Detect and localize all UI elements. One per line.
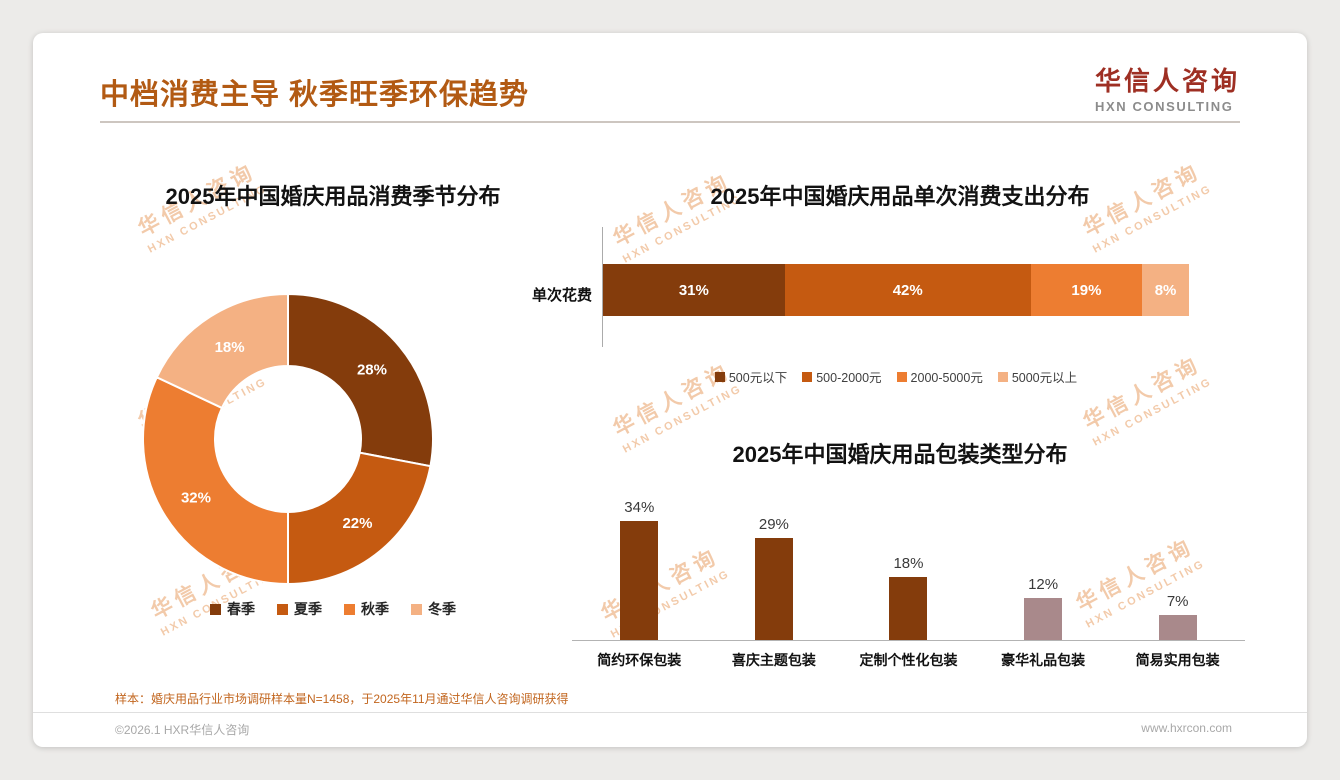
bar-category-label: 定制个性化包装 [859,652,958,668]
legend-marker [896,371,907,382]
bar-喜庆主题包装 [754,538,793,640]
legend-marker [802,371,813,382]
page-title: 中档消费主导 秋季旺季环保趋势 [100,79,530,111]
stacked-segment-500-2000元: 42% [784,264,1031,316]
brand-logo: 华信人咨询 HXN CONSULTING [1095,61,1240,114]
spend-legend: 500元以下 500-2000元 2000-5000元 5000元以上 [573,367,1219,386]
stacked-segment-value: 42% [892,281,923,299]
legend-label: 2000-5000元 [910,371,983,385]
legend-item: 2000-5000元 [896,367,983,386]
legend-label: 500元以下 [728,371,788,385]
bar-category-label: 简易实用包装 [1135,652,1220,668]
stacked-segment-2000-5000元: 19% [1030,264,1143,316]
header-divider [100,121,1240,123]
packaging-chart-title: 2025年中国婚庆用品包装类型分布 [732,442,1068,467]
donut-segment-value: 28% [357,362,387,379]
packaging-bars-chart: 34% 29% 18% 12% 7% [572,488,1245,640]
donut-segment-value: 22% [342,515,372,532]
spend-chart-title: 2025年中国婚庆用品单次消费支出分布 [710,184,1090,209]
donut-segment-秋季 [142,375,289,586]
legend-item: 5000元以上 [997,367,1078,386]
legend-item: 冬季 [411,599,456,619]
bar-column: 7% [1110,593,1245,640]
season-donut-chart: 28% 22% 32% 18% [142,292,434,586]
stacked-segment-5000元以上: 8% [1142,264,1189,316]
legend-label: 500-2000元 [816,371,882,385]
legend-item: 春季 [210,599,255,619]
bar-category-label: 简约环保包装 [597,652,682,668]
stacked-segment-value: 8% [1154,281,1177,299]
legend-label: 夏季 [294,601,322,617]
bar-category-label: 豪华礼品包装 [1001,652,1086,668]
legend-label: 5000元以上 [1011,371,1078,385]
stacked-segment-value: 31% [678,281,709,299]
packaging-x-axis-line [572,640,1245,641]
bar-value-label: 34% [624,499,655,516]
donut-segment-value: 32% [181,489,211,506]
season-legend: 春季 夏季 秋季 冬季 [73,599,593,619]
copyright-text: ©2026.1 HXR华信人咨询 [115,723,250,737]
legend-label: 春季 [227,601,255,617]
legend-marker [714,371,725,382]
bar-value-label: 18% [893,555,924,572]
brand-logo-en: HXN CONSULTING [1094,99,1234,114]
donut-segment-冬季 [155,292,289,410]
legend-marker [277,603,288,615]
spend-y-axis-line [602,227,603,347]
bar-column: 29% [707,516,842,640]
legend-item: 秋季 [344,599,389,619]
legend-marker [997,371,1008,382]
slide-content: 中档消费主导 秋季旺季环保趋势 华信人咨询 HXN CONSULTING 202… [33,33,1307,747]
legend-item: 夏季 [277,599,322,619]
brand-logo-cn: 华信人咨询 [1094,66,1240,96]
stacked-segment-value: 19% [1071,281,1102,299]
sample-footnote: 样本：婚庆用品行业市场调研样本量N=1458，于2025年11月通过华信人咨询调… [115,692,569,706]
packaging-category-labels: 简约环保包装 喜庆主题包装 定制个性化包装 豪华礼品包装 简易实用包装 [572,650,1245,670]
footer-divider [33,712,1307,713]
bar-豪华礼品包装 [1024,598,1063,640]
bar-定制个性化包装 [889,577,928,640]
bar-column: 12% [976,576,1111,640]
spend-row-label: 单次花费 [531,287,592,304]
donut-segment-夏季 [287,451,432,586]
donut-segment-春季 [287,292,434,468]
bar-category-label: 喜庆主题包装 [731,652,816,668]
slide-card: 华信人咨询 HXN CONSULTING 华信人咨询 HXN CONSULTING 华信… [33,33,1307,747]
legend-label: 冬季 [428,601,456,617]
bar-简约环保包装 [620,521,659,640]
legend-label: 秋季 [361,601,389,617]
legend-marker [210,603,221,615]
bar-column: 34% [572,499,707,640]
bar-value-label: 7% [1166,593,1189,610]
website-text: www.hxrcon.com [1141,721,1232,735]
spend-stacked-bar: 31% 42% 19% 8% [603,264,1189,316]
stacked-segment-500元以下: 31% [603,264,785,316]
bar-value-label: 12% [1028,576,1059,593]
bar-column: 18% [841,555,976,640]
legend-item: 500元以下 [714,367,788,386]
donut-segment-value: 18% [215,339,245,356]
legend-marker [344,603,355,615]
legend-marker [411,603,422,615]
bar-简易实用包装 [1158,615,1197,640]
bar-value-label: 29% [758,516,789,533]
season-chart-title: 2025年中国婚庆用品消费季节分布 [165,184,501,209]
legend-item: 500-2000元 [802,367,882,386]
